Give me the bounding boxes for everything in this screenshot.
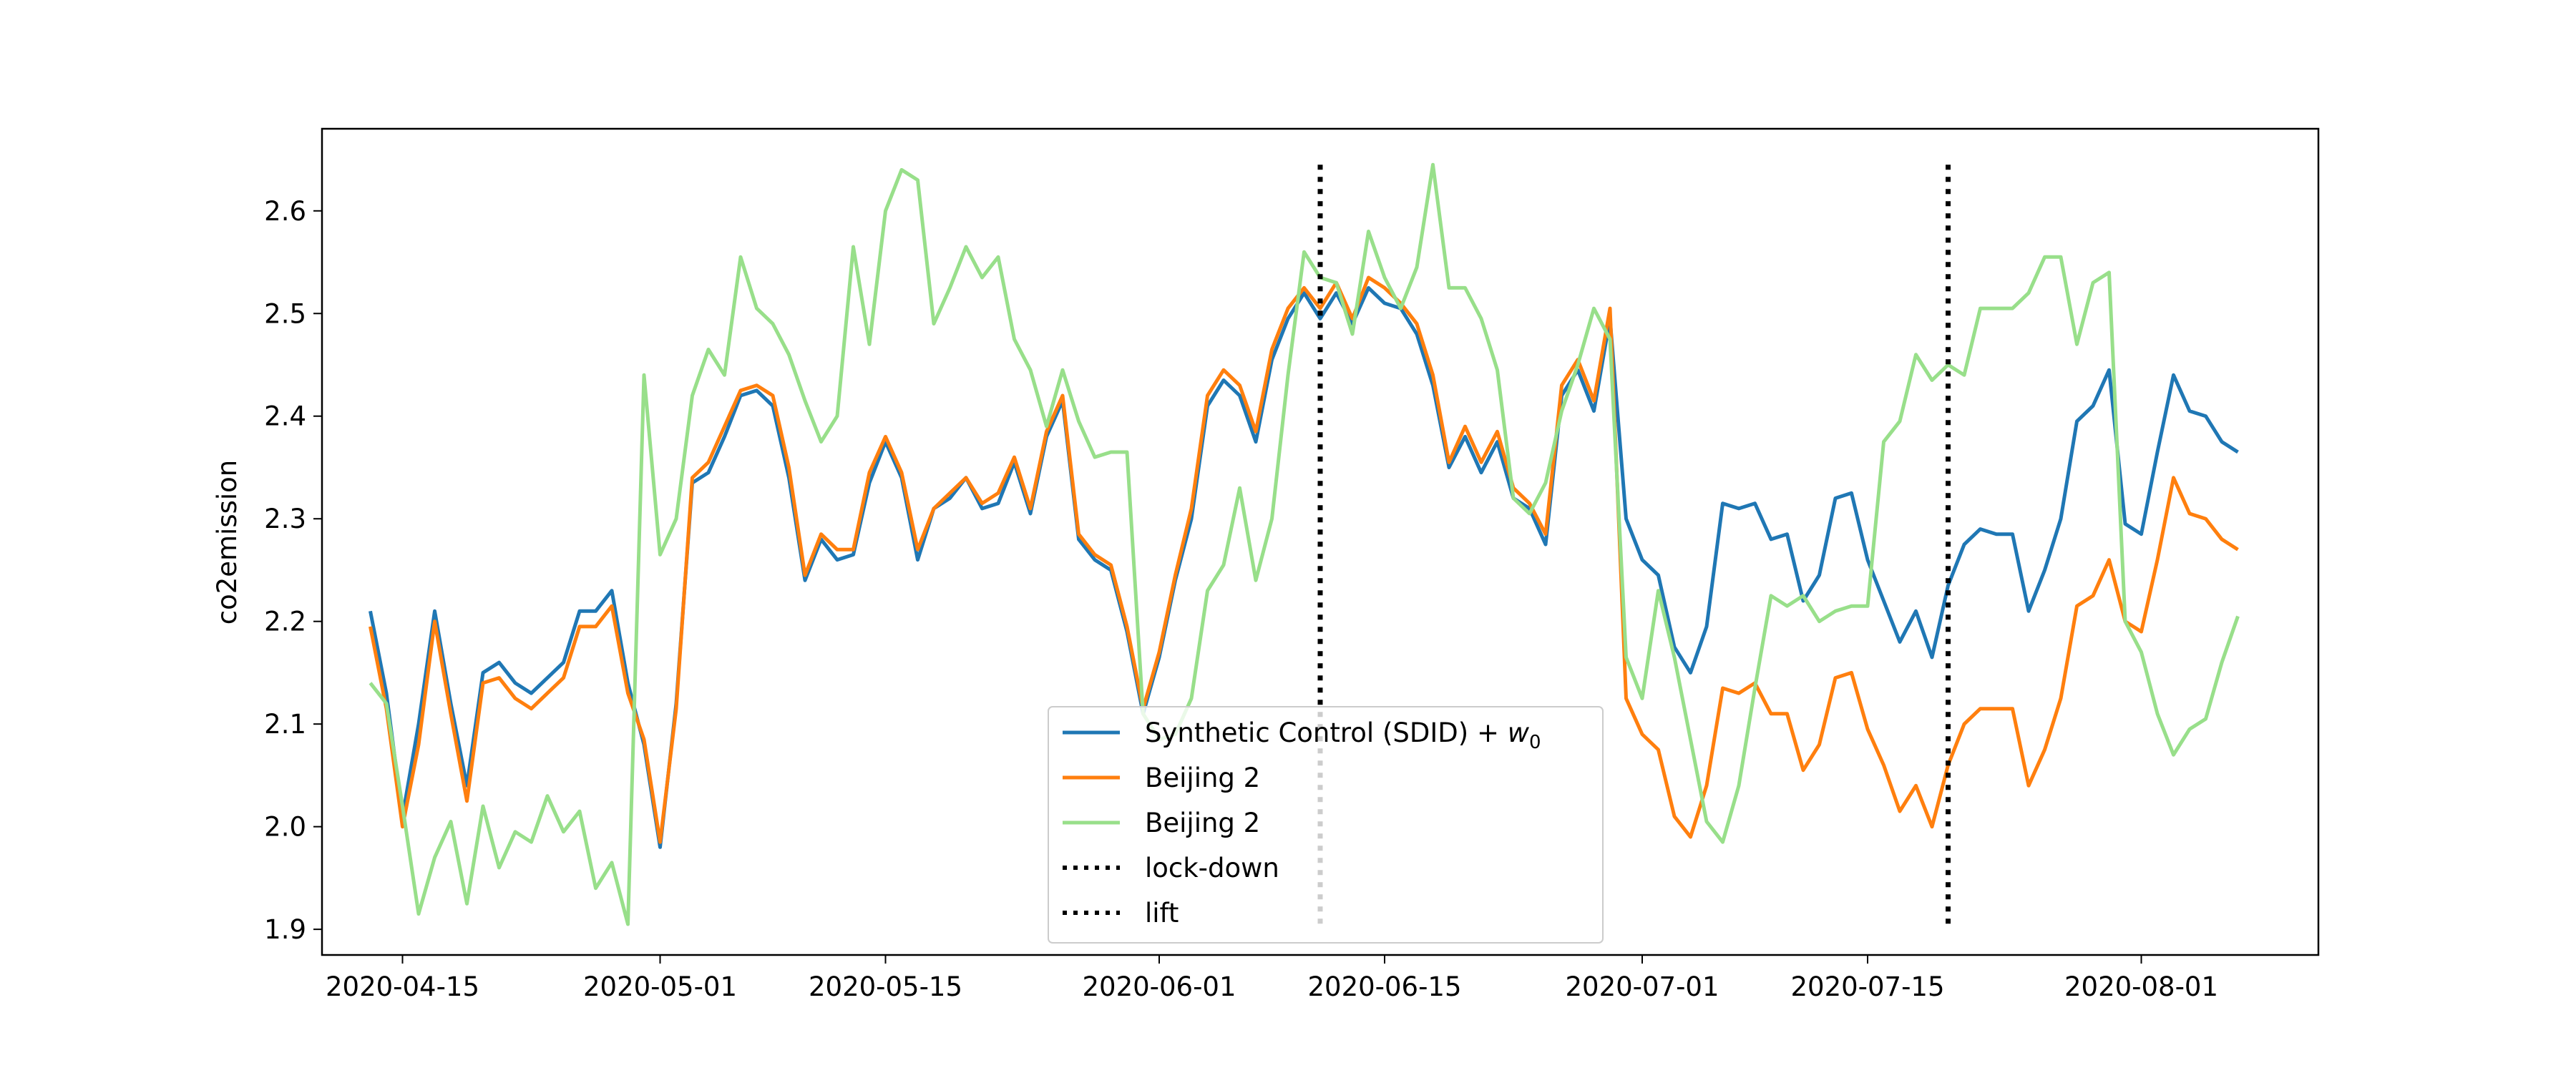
x-tick-label: 2020-07-01	[1565, 971, 1719, 1002]
y-tick-label: 2.3	[264, 504, 306, 534]
x-tick-label: 2020-05-15	[809, 971, 962, 1002]
x-tick-label: 2020-06-01	[1082, 971, 1236, 1002]
x-tick-label: 2020-04-15	[326, 971, 479, 1002]
x-axis: 2020-04-15 2020-05-01 2020-05-15 2020-06-01…	[326, 955, 2218, 1002]
series-line-2	[369, 275, 2239, 844]
legend-box	[1048, 706, 1604, 944]
legend: Synthetic Control (SDID) + w0 Beijing 2 Be…	[1048, 706, 1604, 944]
legend-label-4: lock-down	[1145, 853, 1279, 883]
x-tick-label: 2020-05-01	[583, 971, 737, 1002]
x-tick-label: 2020-08-01	[2064, 971, 2218, 1002]
y-tick-label: 2.5	[264, 298, 306, 329]
y-tick-label: 2.6	[264, 196, 306, 227]
y-tick-label: 2.2	[264, 607, 306, 637]
legend-label-5: lift	[1145, 898, 1179, 929]
x-tick-label: 2020-07-15	[1790, 971, 1944, 1002]
x-tick-label: 2020-06-15	[1307, 971, 1461, 1002]
y-axis-label: co2emission	[212, 460, 243, 625]
y-tick-label: 2.4	[264, 401, 306, 432]
legend-label-1: Synthetic Control (SDID) + w0	[1145, 717, 1541, 753]
series-layer	[369, 162, 2240, 926]
y-tick-label: 1.9	[264, 914, 306, 945]
y-tick-label: 2.1	[264, 709, 306, 740]
series-line-3	[369, 162, 2240, 926]
y-axis: 1.9 2.0 2.1 2.2 2.3 2.4 2.5 2.6	[264, 196, 322, 945]
y-tick-label: 2.0	[264, 812, 306, 843]
legend-label-3: Beijing 2	[1145, 808, 1260, 838]
legend-label-2: Beijing 2	[1145, 763, 1260, 793]
